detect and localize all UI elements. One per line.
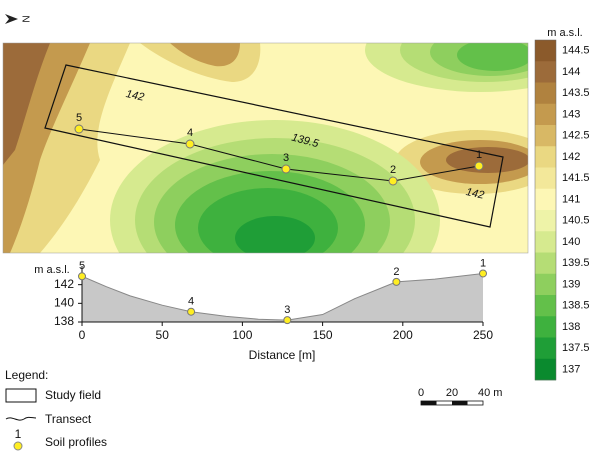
legend-swatch bbox=[13, 441, 23, 451]
colorbar-label: 138 bbox=[562, 321, 580, 333]
terrain bbox=[3, 43, 50, 165]
scale-bar-label: 20 bbox=[446, 387, 458, 399]
scale-bar-label: 40 m bbox=[478, 387, 502, 399]
point-label: 5 bbox=[79, 260, 85, 272]
map bbox=[3, 43, 528, 253]
map-profiles: 5 4 3 2 1 bbox=[74, 112, 484, 186]
soil-profile-point bbox=[78, 272, 86, 281]
colorbar-block bbox=[535, 103, 556, 126]
x-tick-label: 250 bbox=[473, 328, 493, 342]
scale-bar: 0 20 40 m bbox=[418, 387, 502, 406]
y-axis-title: m a.s.l. bbox=[34, 264, 69, 276]
colorbar-block bbox=[535, 167, 556, 190]
legend-title: Legend: bbox=[5, 368, 48, 382]
legend: Legend: Study field Transect 1 Soil prof… bbox=[5, 368, 107, 451]
x-tick-label: 200 bbox=[393, 328, 413, 342]
colorbar-block bbox=[535, 82, 556, 105]
colorbar-label: 137.5 bbox=[562, 342, 590, 354]
soil-profile-label: 3 bbox=[283, 152, 289, 164]
soil-profile-label: 4 bbox=[187, 127, 193, 139]
colorbar-block bbox=[535, 337, 556, 360]
colorbar-label: 142 bbox=[562, 151, 580, 163]
legend-item: Study field bbox=[45, 388, 101, 402]
y-tick-label: 138 bbox=[54, 314, 74, 328]
point-label: 2 bbox=[393, 266, 399, 278]
north-arrow-symbol bbox=[5, 14, 18, 24]
x-tick-label: 0 bbox=[79, 328, 86, 342]
soil-profile bbox=[281, 164, 291, 174]
colorbar-block bbox=[535, 231, 556, 253]
colorbar-block bbox=[535, 125, 556, 147]
legend-item: Transect bbox=[45, 412, 92, 426]
profile-chart: m a.s.l. Distance [m] 0 50 100 150 200 250 138… bbox=[34, 257, 493, 362]
scale-bar-label: 0 bbox=[418, 387, 424, 399]
contour-label: 142 bbox=[125, 88, 145, 104]
soil-profile bbox=[74, 124, 84, 134]
soil-profile-point bbox=[479, 269, 487, 278]
colorbar-label: 142.5 bbox=[562, 130, 590, 142]
north-arrow: N bbox=[5, 14, 30, 24]
colorbar-label: 141 bbox=[562, 193, 580, 205]
point-label: 3 bbox=[284, 304, 290, 316]
north-label: N bbox=[19, 15, 30, 22]
soil-profile bbox=[388, 176, 398, 186]
colorbar-label: 144 bbox=[562, 66, 580, 78]
colorbar-block bbox=[535, 188, 556, 211]
colorbar-label: 137 bbox=[562, 363, 580, 375]
colorbar-label: 139 bbox=[562, 278, 580, 290]
colorbar-frame bbox=[534, 39, 557, 381]
x-tick-label: 100 bbox=[232, 328, 252, 342]
scale-bar-segment bbox=[452, 401, 468, 405]
y-tick-label: 142 bbox=[54, 277, 74, 291]
colorbar-block bbox=[535, 61, 556, 83]
legend-swatch bbox=[5, 388, 37, 403]
soil-profile bbox=[185, 139, 195, 149]
profile-area-fill bbox=[82, 273, 483, 322]
scale-bar-segment bbox=[421, 401, 437, 405]
soil-profile-point bbox=[283, 316, 292, 325]
colorbar-block bbox=[535, 295, 556, 317]
colorbar-label: 140.5 bbox=[562, 215, 590, 227]
colorbar-block bbox=[535, 273, 556, 296]
point-label: 4 bbox=[188, 296, 194, 308]
colorbar-label: 143 bbox=[562, 108, 580, 120]
terrain bbox=[457, 43, 528, 71]
map-frame bbox=[2, 42, 529, 254]
soil-profile-label: 1 bbox=[476, 149, 482, 161]
legend-swatch bbox=[5, 416, 37, 421]
legend-symbol-label: 1 bbox=[15, 427, 22, 441]
x-axis-title: Distance [m] bbox=[249, 348, 316, 362]
colorbar-label: 138.5 bbox=[562, 300, 590, 312]
colorbar-block bbox=[535, 358, 556, 381]
terrain bbox=[170, 43, 240, 67]
soil-profile-point bbox=[392, 277, 401, 286]
legend-item: Soil profiles bbox=[45, 435, 107, 449]
point-label: 1 bbox=[480, 257, 486, 269]
soil-profile-label: 2 bbox=[390, 164, 396, 176]
contour-label: 142 bbox=[465, 186, 485, 202]
terrain bbox=[446, 147, 528, 173]
colorbar-label: 139.5 bbox=[562, 257, 590, 269]
y-tick-label: 140 bbox=[54, 296, 74, 310]
colorbar-block bbox=[535, 40, 556, 62]
colorbar-block bbox=[535, 210, 556, 232]
colorbar-label: 143.5 bbox=[562, 87, 590, 99]
soil-profile-point bbox=[187, 307, 196, 316]
colorbar-label: 144.5 bbox=[562, 45, 590, 57]
x-tick-label: 150 bbox=[313, 328, 333, 342]
soil-profile bbox=[474, 161, 484, 171]
x-tick-label: 50 bbox=[156, 328, 170, 342]
colorbar-label: 141.5 bbox=[562, 172, 590, 184]
colorbar-block bbox=[535, 252, 556, 275]
soil-profile-label: 5 bbox=[76, 112, 82, 124]
study-field bbox=[44, 64, 504, 228]
terrain bbox=[235, 216, 315, 253]
colorbar-title: m a.s.l. bbox=[547, 27, 582, 39]
colorbar-block bbox=[535, 146, 556, 168]
colorbar-block bbox=[535, 316, 556, 338]
colorbar-label: 140 bbox=[562, 236, 580, 248]
colorbar: 144.5 144 143.5 143 142.5 142 141.5 141 140.5 140… bbox=[534, 39, 590, 381]
